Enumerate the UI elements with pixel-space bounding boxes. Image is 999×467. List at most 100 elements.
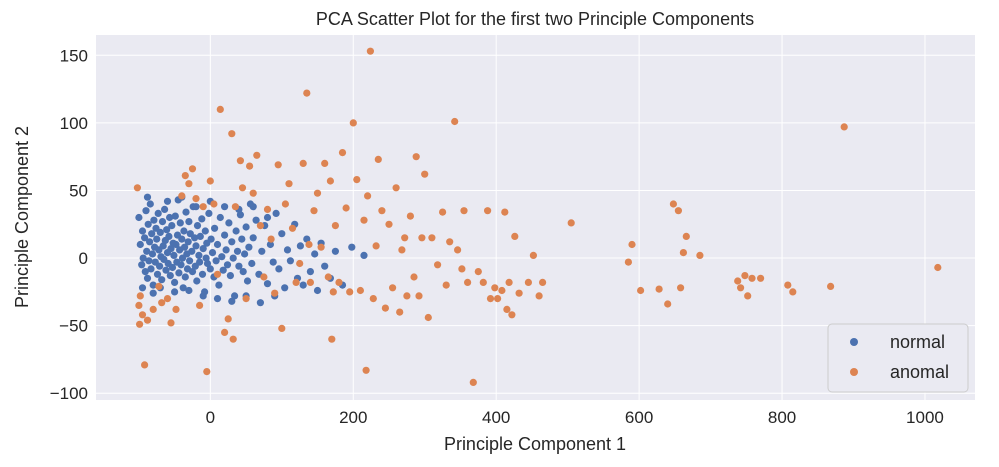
y-tick-labels: −100 −50 0 50 100 150 — [50, 46, 88, 403]
data-point-normal — [159, 242, 167, 250]
data-point-anomal — [737, 284, 745, 292]
data-point-normal — [299, 281, 307, 289]
data-point-normal — [199, 245, 207, 253]
data-point-anomal — [296, 259, 304, 268]
data-point-anomal — [143, 316, 152, 324]
data-point-normal — [145, 257, 153, 265]
data-point-normal — [191, 234, 199, 242]
data-point-normal — [258, 247, 266, 255]
grid-lines — [96, 35, 975, 400]
data-point-normal — [208, 249, 217, 257]
data-point-anomal — [185, 180, 193, 188]
data-point-normal — [231, 292, 239, 300]
data-point-normal — [236, 211, 244, 219]
data-point-normal — [211, 224, 219, 232]
data-point-normal — [218, 253, 226, 261]
data-point-anomal — [362, 366, 370, 374]
x-tick-label: 800 — [768, 408, 796, 427]
data-point-anomal — [178, 192, 186, 200]
data-point-anomal — [203, 368, 211, 376]
data-point-normal — [182, 208, 190, 216]
data-point-anomal — [682, 232, 690, 240]
data-point-normal — [188, 247, 196, 255]
data-point-anomal — [267, 235, 275, 243]
data-point-normal — [196, 258, 204, 266]
data-point-anomal — [624, 258, 633, 266]
data-point-anomal — [253, 151, 261, 159]
data-point-anomal — [372, 242, 380, 250]
data-point-anomal — [228, 130, 236, 138]
data-point-anomal — [501, 208, 509, 216]
data-point-normal — [154, 209, 162, 217]
data-point-anomal — [349, 119, 357, 127]
x-axis-label: Principle Component 1 — [444, 434, 626, 454]
data-point-normal — [206, 265, 214, 273]
data-point-anomal — [271, 289, 279, 297]
data-point-anomal — [385, 220, 393, 228]
data-point-normal — [185, 218, 193, 226]
data-point-normal — [252, 216, 260, 224]
series-anomal — [133, 47, 942, 386]
data-point-normal — [306, 268, 314, 276]
chart-title: PCA Scatter Plot for the first two Princ… — [316, 9, 754, 29]
data-point-normal — [321, 262, 329, 270]
data-point-anomal — [326, 177, 334, 185]
data-point-normal — [163, 197, 172, 205]
data-point-anomal — [133, 184, 141, 192]
data-point-normal — [266, 240, 274, 249]
data-point-normal — [281, 284, 289, 292]
data-point-anomal — [789, 288, 797, 296]
y-tick-label: 150 — [60, 46, 88, 65]
data-point-anomal — [231, 203, 239, 211]
data-point-normal — [158, 276, 166, 284]
data-point-normal — [177, 261, 185, 269]
data-point-normal — [163, 226, 171, 234]
data-point-anomal — [242, 295, 250, 303]
data-point-normal — [168, 263, 177, 272]
data-point-normal — [263, 213, 272, 222]
data-point-anomal — [263, 205, 272, 213]
data-point-normal — [205, 209, 213, 217]
data-point-normal — [148, 250, 157, 258]
data-point-normal — [243, 277, 252, 285]
data-point-anomal — [469, 378, 477, 386]
data-point-normal — [138, 227, 147, 235]
data-point-anomal — [412, 153, 420, 161]
data-point-anomal — [158, 299, 166, 307]
data-point-normal — [348, 243, 356, 251]
data-point-normal — [199, 292, 207, 300]
data-point-normal — [147, 265, 155, 273]
data-point-normal — [193, 277, 201, 285]
data-point-normal — [272, 209, 280, 217]
data-point-normal — [158, 218, 167, 226]
data-point-normal — [168, 222, 176, 230]
data-point-anomal — [136, 320, 144, 328]
data-point-normal — [256, 299, 264, 307]
data-point-anomal — [674, 207, 683, 215]
data-point-normal — [263, 280, 272, 288]
x-tick-label: 200 — [339, 408, 367, 427]
data-point-anomal — [346, 288, 354, 296]
data-point-anomal — [303, 89, 311, 97]
data-point-anomal — [421, 170, 429, 178]
data-point-normal — [184, 238, 192, 246]
data-point-anomal — [292, 278, 300, 286]
data-point-anomal — [313, 189, 322, 197]
data-point-anomal — [274, 161, 282, 169]
data-point-normal — [138, 261, 146, 269]
data-point-anomal — [163, 295, 172, 303]
data-point-normal — [141, 234, 149, 242]
data-point-normal — [198, 215, 206, 223]
data-point-normal — [228, 238, 236, 246]
data-point-anomal — [216, 105, 224, 113]
data-point-normal — [165, 232, 173, 240]
data-point-anomal — [360, 216, 368, 224]
data-point-anomal — [299, 159, 307, 167]
data-point-anomal — [236, 157, 244, 165]
data-point-normal — [201, 227, 209, 235]
data-point-anomal — [369, 295, 377, 303]
series-normal — [135, 193, 368, 307]
data-point-anomal — [669, 200, 678, 208]
data-point-anomal — [744, 292, 752, 300]
data-point-anomal — [428, 234, 436, 242]
